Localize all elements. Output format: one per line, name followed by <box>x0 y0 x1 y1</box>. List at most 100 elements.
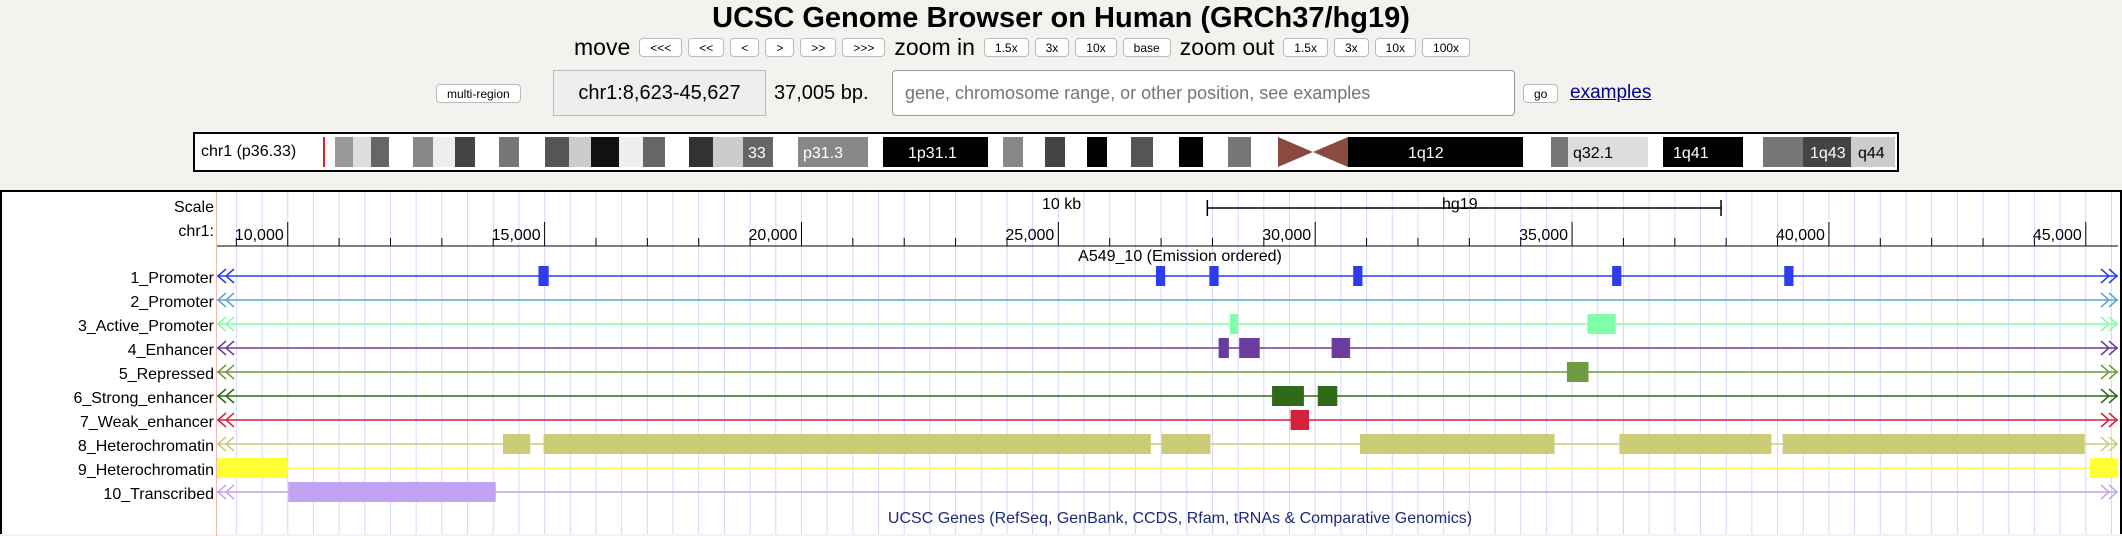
state-block <box>1272 386 1304 406</box>
ideogram-band <box>1228 137 1251 167</box>
zoom-out-10x-button[interactable]: 10x <box>1374 37 1417 57</box>
assembly-label: hg19 <box>1442 196 1478 213</box>
state-label-5[interactable]: 5_Repressed <box>118 366 214 383</box>
state-label-2[interactable]: 2_Promoter <box>130 294 214 311</box>
hmm-track-title: A549_10 (Emission ordered) <box>1078 248 1282 265</box>
band-label-q32-1: q32.1 <box>1573 145 1613 162</box>
ideogram-band <box>335 137 353 167</box>
state-block <box>502 434 531 454</box>
centromere <box>1313 137 1348 167</box>
ideogram-band <box>883 137 988 167</box>
ideogram-band <box>519 137 545 167</box>
state-block <box>1229 314 1239 334</box>
left-arrow-icon <box>224 388 235 404</box>
state-label-8[interactable]: 8_Heterochromatin <box>77 438 214 455</box>
ideogram-band <box>1743 137 1763 167</box>
genes-track-title[interactable]: UCSC Genes (RefSeq, GenBank, CCDS, Rfam,… <box>887 510 1473 527</box>
move-far-right-button[interactable]: >>> <box>842 37 886 57</box>
state-label-10[interactable]: 10_Transcribed <box>103 486 214 503</box>
right-arrow-icon <box>2108 388 2118 404</box>
state-label-1[interactable]: 1_Promoter <box>130 270 214 287</box>
state-label-7[interactable]: 7_Weak_enhancer <box>79 414 214 431</box>
state-label-6[interactable]: 6_Strong_enhancer <box>73 390 214 407</box>
ruler-tick-label: 40,000 <box>1776 227 1825 244</box>
ideogram-band <box>1179 137 1203 167</box>
left-arrow-icon <box>224 364 235 380</box>
right-arrow-icon <box>2100 340 2111 356</box>
state-block <box>1353 266 1363 286</box>
ideogram-band <box>433 137 455 167</box>
ideogram-band <box>1045 137 1065 167</box>
state-block <box>1331 338 1351 358</box>
band-label-p31-3: p31.3 <box>803 145 843 162</box>
move-left-button[interactable]: << <box>688 37 725 57</box>
right-arrow-icon <box>2108 268 2118 284</box>
zoom-in-10x-button[interactable]: 10x <box>1075 37 1117 57</box>
ideogram-band <box>743 137 773 167</box>
search-input[interactable] <box>892 70 1515 116</box>
ideogram-label: chr1 (p36.33) <box>201 143 297 160</box>
ideogram-band <box>1663 137 1743 167</box>
nav-row: move <<< << < > >> >>> zoom in 1.5x 3x 1… <box>568 34 1473 60</box>
centromere <box>1278 137 1313 167</box>
zoom-out-label: zoom out <box>1179 33 1275 60</box>
state-label-9[interactable]: 9_Heterochromatin <box>77 462 214 479</box>
state-block <box>217 458 288 478</box>
ideogram-band <box>545 137 569 167</box>
position-row: multi-region chr1:8,623-45,627 37,005 bp… <box>0 70 2122 118</box>
ideogram-band <box>371 137 389 167</box>
ideogram-band <box>868 137 883 167</box>
ideogram-band <box>1523 137 1551 167</box>
ideogram-bands[interactable]: 33 p31.3 1p31.1 1q12 q32.1 1q41 1q43 q44 <box>323 137 1895 167</box>
zoom-in-3x-button[interactable]: 3x <box>1034 37 1070 57</box>
band-label-1p31-1: 1p31.1 <box>908 145 957 162</box>
state-block <box>1359 434 1555 454</box>
current-position-marker <box>323 137 325 167</box>
examples-link[interactable]: examples <box>1570 82 1652 103</box>
ruler-tick-label: 25,000 <box>1005 227 1054 244</box>
ideogram-band <box>1851 137 1895 167</box>
chromosome-ideogram[interactable]: chr1 (p36.33) 33 p31.3 1p31.1 1q12 q32.1… <box>193 132 1899 172</box>
tracks-panel[interactable]: Scale chr1: 1_Promoter 2_Promoter 3_Acti… <box>0 190 2122 536</box>
zoom-out-3x-button[interactable]: 3x <box>1333 37 1369 57</box>
ideogram-band <box>713 137 743 167</box>
band-label-33: 33 <box>748 145 766 162</box>
move-step-right-button[interactable]: > <box>765 37 795 57</box>
zoom-out-100x-button[interactable]: 100x <box>1422 37 1471 57</box>
right-arrow-icon <box>2108 484 2118 500</box>
band-label-1q43: 1q43 <box>1810 145 1846 162</box>
move-step-left-button[interactable]: < <box>730 37 760 57</box>
state-block <box>1619 434 1772 454</box>
move-right-button[interactable]: >> <box>800 37 837 57</box>
track-image[interactable]: 10,000 15,000 20,000 25,000 30,000 35,000 40,0… <box>217 192 2118 534</box>
state-label-3[interactable]: 3_Active_Promoter <box>77 318 214 335</box>
right-arrow-icon <box>2100 292 2111 308</box>
zoom-in-1-5x-button[interactable]: 1.5x <box>983 37 1029 57</box>
state-block <box>2089 458 2118 478</box>
zoom-out-1-5x-button[interactable]: 1.5x <box>1283 37 1328 57</box>
band-label-1q12: 1q12 <box>1408 145 1444 162</box>
ideogram-band <box>353 137 371 167</box>
region-size: 37,005 bp. <box>774 82 869 104</box>
state-block <box>1612 266 1622 286</box>
right-arrow-icon <box>2100 412 2111 428</box>
state-block <box>1218 338 1229 358</box>
state-block <box>1782 434 2085 454</box>
left-arrow-icon <box>224 484 235 500</box>
right-arrow-icon <box>2108 340 2118 356</box>
state-block <box>1290 410 1310 430</box>
left-arrow-icon <box>217 412 227 428</box>
ideogram-band <box>1348 137 1373 167</box>
ideogram-band <box>988 137 1003 167</box>
ideogram-band <box>773 137 798 167</box>
move-far-left-button[interactable]: <<< <box>639 37 683 57</box>
state-block <box>1566 362 1589 382</box>
multi-region-button[interactable]: multi-region <box>436 84 521 103</box>
right-arrow-icon <box>2100 436 2111 452</box>
left-arrow-icon <box>217 340 227 356</box>
ideogram-band <box>413 137 433 167</box>
right-arrow-icon <box>2108 436 2118 452</box>
zoom-in-base-button[interactable]: base <box>1122 37 1171 57</box>
go-button[interactable]: go <box>1523 84 1559 103</box>
state-label-4[interactable]: 4_Enhancer <box>127 342 214 359</box>
